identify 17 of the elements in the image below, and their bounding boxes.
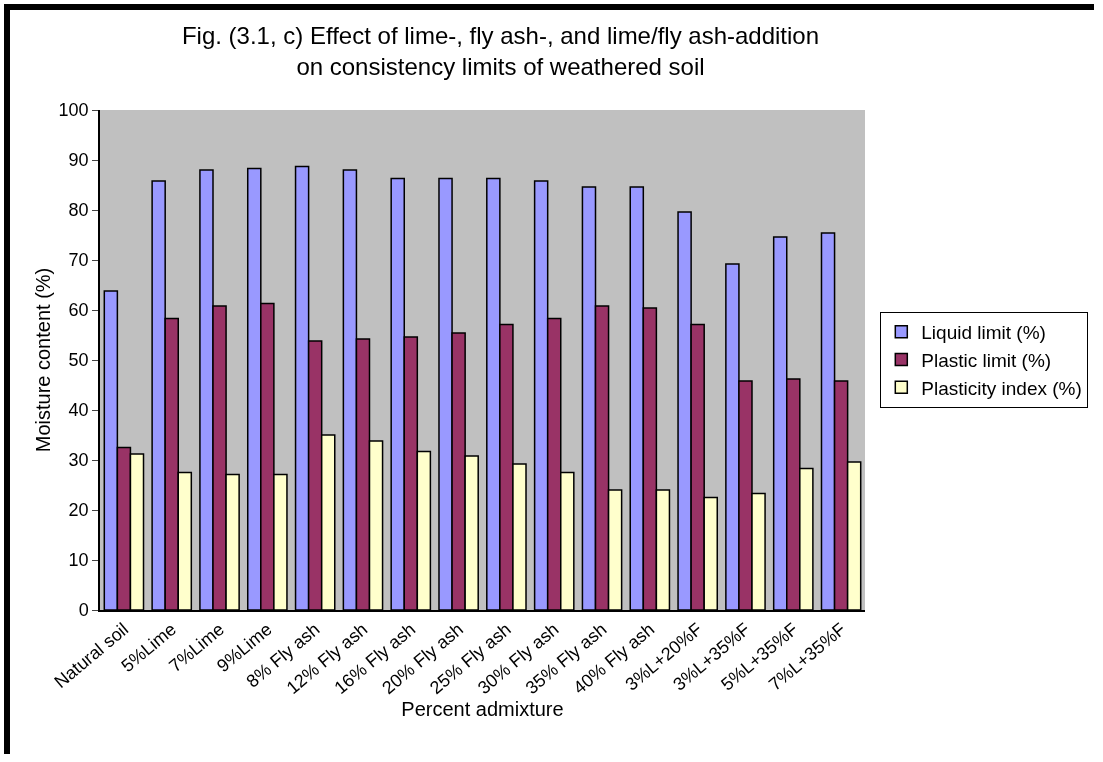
y-tick-label: 30 bbox=[68, 450, 89, 471]
y-tick-label: 0 bbox=[78, 600, 89, 621]
y-tick-label: 80 bbox=[68, 200, 89, 221]
y-tick-label: 50 bbox=[68, 350, 89, 371]
y-axis-title: Moisture content (%) bbox=[31, 267, 54, 453]
y-tick-label: 100 bbox=[58, 100, 89, 121]
y-tick-label: 10 bbox=[68, 550, 89, 571]
y-tick-label: 70 bbox=[68, 250, 89, 271]
y-tick-label: 60 bbox=[68, 300, 89, 321]
y-tick-label: 20 bbox=[68, 500, 89, 521]
chart-title: Fig. (3.1, c) Effect of lime-, fly ash-, and lime/fly ash-addition on consistency limits of weathered soil bbox=[181, 21, 820, 80]
y-tick-label: 90 bbox=[68, 150, 89, 171]
y-tick-label: 40 bbox=[68, 400, 89, 421]
x-axis-title: Percent admixture bbox=[401, 697, 564, 720]
legend-label: Plastic limit (%) bbox=[921, 349, 1052, 371]
legend-label: Liquid limit (%) bbox=[921, 322, 1046, 344]
legend-label: Plasticity index (%) bbox=[921, 377, 1082, 399]
